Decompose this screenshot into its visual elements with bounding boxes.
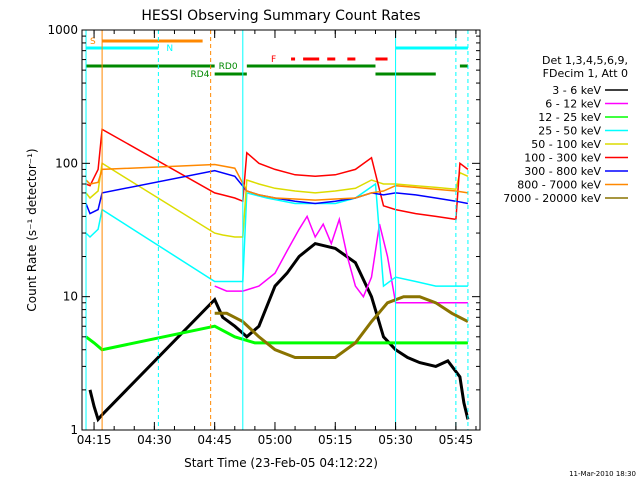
legend-header-line: FDecim 1, Att 0 xyxy=(543,67,628,80)
y-axis-label: Count Rate (s⁻¹ detector⁻¹) xyxy=(25,148,39,311)
flag-label: S xyxy=(90,37,96,47)
x-tick-label: 05:30 xyxy=(378,433,413,447)
legend-entry-label: 7000 - 20000 keV xyxy=(503,192,601,205)
x-tick-label: 05:45 xyxy=(439,433,474,447)
series-line-2 xyxy=(85,324,468,352)
legend: Det 1,3,4,5,6,9,FDecim 1, Att 0 3 - 6 keV… xyxy=(503,54,628,205)
series-line-7 xyxy=(85,163,469,201)
x-tick-label: 04:15 xyxy=(77,433,112,447)
series-line-1 xyxy=(214,214,468,304)
flag-label: N xyxy=(166,44,173,54)
x-axis-label: Start Time (23-Feb-05 04:12:22) xyxy=(184,456,378,470)
footer-timestamp: 11-Mar-2010 18:30 xyxy=(569,470,636,478)
chart-title: HESSI Observing Summary Count Rates xyxy=(141,8,420,24)
legend-entry-label: 300 - 800 keV xyxy=(524,165,601,178)
legend-entry-label: 25 - 50 keV xyxy=(538,125,601,138)
flag-label: F xyxy=(271,55,276,65)
y-tick-label: 10 xyxy=(63,290,78,304)
vertical-markers xyxy=(85,30,469,430)
legend-entry-label: 6 - 12 keV xyxy=(545,98,601,111)
plot-frame xyxy=(81,29,481,431)
legend-entry-label: 12 - 25 keV xyxy=(538,111,601,124)
x-tick-label: 05:00 xyxy=(258,433,293,447)
flag-label: RD4 xyxy=(191,70,210,80)
series-line-0 xyxy=(88,241,470,423)
x-tick-label: 04:45 xyxy=(197,433,232,447)
legend-entry-label: 800 - 7000 keV xyxy=(517,179,601,192)
series-lines xyxy=(85,128,470,423)
flag-bars: S N F RD0 RD4 xyxy=(86,37,468,80)
series-line-3 xyxy=(85,182,468,288)
y-tick-label: 1000 xyxy=(47,23,78,37)
legend-entry-label: 3 - 6 keV xyxy=(552,84,601,97)
legend-header-line: Det 1,3,4,5,6,9, xyxy=(542,54,628,67)
x-tick-label: 05:15 xyxy=(318,433,353,447)
legend-entry-label: 50 - 100 keV xyxy=(531,138,601,151)
series-line-8 xyxy=(214,295,469,359)
y-tick-label: 100 xyxy=(55,156,78,170)
series-line-6 xyxy=(85,169,469,215)
x-tick-label: 04:30 xyxy=(137,433,172,447)
axes: 04:15 04:30 04:45 05:00 05:15 05:30 05:45 1 10 10… xyxy=(47,23,480,447)
y-tick-label: 1 xyxy=(70,423,78,437)
flag-label: RD0 xyxy=(219,62,238,72)
legend-entry-label: 100 - 300 keV xyxy=(524,152,601,165)
series-line-5 xyxy=(85,128,469,221)
series-line-4 xyxy=(85,162,469,238)
